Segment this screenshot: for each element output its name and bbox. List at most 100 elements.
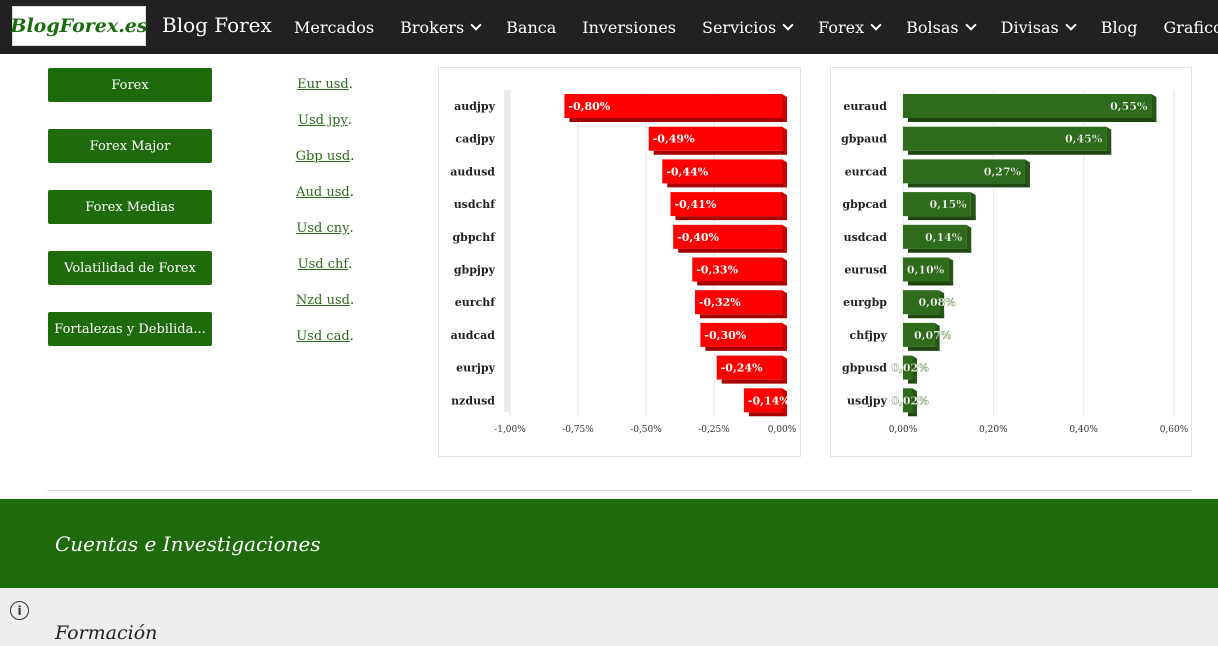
bar-side-face — [782, 388, 787, 417]
bar-side-face — [782, 257, 787, 286]
bar-group-eurusd — [903, 257, 954, 286]
category-label: audcad — [451, 329, 496, 342]
bar — [743, 388, 782, 413]
bar — [903, 192, 971, 217]
data-label: 0,27% — [984, 165, 1022, 178]
bar-bottom-face — [908, 314, 945, 319]
category-label: eurjpy — [456, 362, 495, 375]
info-icon[interactable]: i — [10, 601, 29, 620]
pair-link[interactable]: Usd cny — [296, 221, 350, 236]
category-label: euraud — [843, 100, 887, 113]
category-label: eurchf — [455, 296, 496, 309]
footer-training-section: Formación — [0, 588, 1218, 646]
nav-item-label: Graficos — [1163, 17, 1218, 37]
nav-item-mercados[interactable]: Mercados — [281, 18, 387, 37]
pair-link[interactable]: Usd chf — [297, 257, 349, 272]
bar-group-eurcad — [903, 159, 1030, 188]
pair-link-period: . — [349, 221, 354, 236]
nav-item-banca[interactable]: Banca — [493, 18, 569, 37]
bar-bottom-face — [908, 346, 940, 351]
pair-link[interactable]: Usd jpy — [298, 113, 348, 128]
bar-side-face — [970, 192, 976, 221]
pair-link[interactable]: Usd cad — [296, 329, 350, 344]
bar-side-face — [939, 290, 945, 319]
nav-item-label: Brokers — [400, 17, 465, 37]
pair-link-item: Usd jpy. — [294, 113, 356, 128]
pair-link-item: Usd cad. — [294, 329, 356, 344]
data-label: -0,14% — [748, 394, 790, 407]
nav-item-blog[interactable]: Blog — [1088, 18, 1151, 37]
bar-side-face — [782, 290, 787, 319]
sidebar-button-3[interactable]: Volatilidad de Forex — [48, 251, 212, 285]
bar — [903, 388, 913, 413]
chevron-down-icon — [782, 18, 794, 31]
bar-bottom-face — [908, 216, 976, 221]
category-label: nzdusd — [451, 394, 495, 407]
nav-item-inversiones[interactable]: Inversiones — [569, 18, 689, 37]
pair-link[interactable]: Aud usd — [296, 185, 350, 200]
site-logo[interactable]: BlogForex.es — [10, 6, 148, 46]
bar-bottom-face — [675, 216, 787, 221]
pair-link-item: Aud usd. — [294, 185, 356, 200]
nav-item-graficos[interactable]: Graficos — [1150, 18, 1218, 37]
bar-side-face — [782, 192, 787, 221]
pair-link-period: . — [348, 77, 353, 92]
category-label: cadjpy — [455, 133, 495, 146]
sidebar-button-0[interactable]: Forex — [48, 68, 212, 102]
pair-link[interactable]: Eur usd — [297, 77, 349, 92]
nav-item-forex[interactable]: Forex — [805, 18, 893, 37]
bar-group-gbpchf — [673, 224, 787, 253]
nav-item-brokers[interactable]: Brokers — [387, 18, 493, 37]
x-tick-label: 0,60% — [1160, 425, 1189, 435]
x-tick-label: 0,40% — [1069, 425, 1098, 435]
category-label: gbpaud — [841, 133, 887, 146]
pair-link[interactable]: Nzd usd — [295, 293, 350, 308]
nav-item-divisas[interactable]: Divisas — [988, 18, 1088, 37]
sidebar-button-4[interactable]: Fortalezas y Debilida... — [48, 312, 212, 346]
logo-text: BlogForex.es — [10, 15, 148, 37]
bar-group-euraud — [903, 94, 1157, 122]
bar-group-audjpy — [564, 94, 787, 122]
bar-bottom-face — [908, 183, 1030, 188]
bar-bottom-face — [908, 118, 1157, 122]
bar — [903, 224, 967, 249]
bar-side-face — [782, 126, 787, 155]
pair-link-period: . — [349, 329, 354, 344]
category-label: gbpusd — [842, 362, 887, 375]
data-label: 0,45% — [1065, 133, 1103, 146]
data-label: -0,24% — [721, 362, 763, 375]
data-label: -0,80% — [568, 100, 610, 113]
nav-item-bolsas[interactable]: Bolsas — [893, 18, 987, 37]
x-tick-label: 0,20% — [979, 425, 1008, 435]
bar — [903, 126, 1107, 151]
sidebar-button-2[interactable]: Forex Medias — [48, 190, 212, 224]
data-label: 0,55% — [1110, 100, 1148, 113]
nav-item-servicios[interactable]: Servicios — [689, 18, 805, 37]
category-label: audjpy — [454, 100, 495, 113]
nav-item-label: Bolsas — [906, 17, 959, 37]
accounts-heading: Cuentas e Investigaciones — [55, 532, 321, 556]
bar-side-face — [934, 322, 940, 351]
bar-group-gbpjpy — [692, 257, 787, 286]
bar — [692, 257, 782, 282]
bar-side-face — [912, 388, 918, 417]
nav-item-label: Mercados — [294, 17, 375, 37]
pair-link-period: . — [347, 113, 352, 128]
pair-link-period: . — [349, 185, 354, 200]
bar-group-audcad — [700, 322, 787, 351]
bar-side-face — [782, 159, 787, 188]
nav-item-label: Inversiones — [582, 17, 676, 37]
bar-side-face — [912, 355, 918, 384]
bar-bottom-face — [908, 281, 954, 286]
bar — [694, 290, 782, 315]
pair-link-item: Usd cny. — [294, 221, 356, 236]
bar-side-face — [782, 355, 787, 384]
pair-link[interactable]: Gbp usd — [295, 149, 351, 164]
bar-side-face — [1024, 159, 1030, 188]
site-title[interactable]: Blog Forex — [162, 13, 272, 37]
bar-group-cadjpy — [648, 126, 787, 155]
bar-bottom-face — [705, 346, 787, 351]
sidebar-button-1[interactable]: Forex Major — [48, 129, 212, 163]
bar-bottom-face — [569, 118, 787, 122]
bar-bottom-face — [908, 248, 972, 253]
